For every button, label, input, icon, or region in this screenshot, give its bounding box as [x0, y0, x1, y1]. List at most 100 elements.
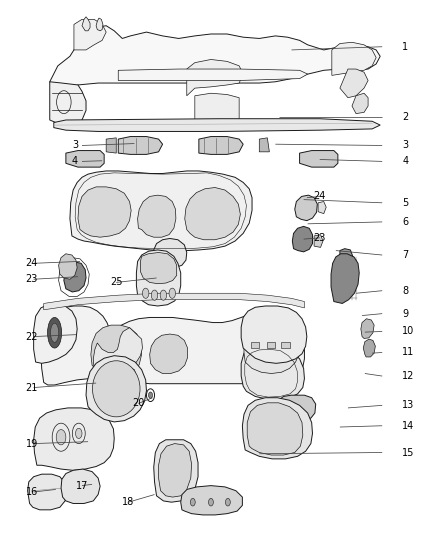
Text: 4: 4 [72, 156, 78, 166]
Polygon shape [82, 17, 90, 31]
Text: 6: 6 [403, 217, 409, 227]
Polygon shape [50, 82, 86, 125]
Polygon shape [241, 345, 304, 399]
Circle shape [75, 429, 82, 439]
Polygon shape [34, 305, 77, 364]
Circle shape [148, 392, 152, 398]
Text: 16: 16 [25, 487, 38, 497]
Text: 24: 24 [25, 259, 38, 268]
Polygon shape [118, 69, 307, 80]
Text: 20: 20 [132, 399, 145, 408]
Text: 12: 12 [403, 371, 415, 381]
Polygon shape [86, 356, 146, 422]
Circle shape [151, 290, 158, 300]
Text: 25: 25 [110, 277, 123, 287]
Polygon shape [247, 403, 303, 455]
Polygon shape [352, 93, 368, 114]
Ellipse shape [48, 318, 62, 348]
Text: 11: 11 [403, 348, 415, 358]
Text: 17: 17 [76, 481, 88, 491]
Polygon shape [340, 249, 353, 265]
Polygon shape [50, 26, 380, 90]
Text: 21: 21 [25, 383, 38, 392]
Polygon shape [244, 316, 300, 374]
Polygon shape [59, 254, 77, 279]
Ellipse shape [50, 323, 59, 342]
Text: 7: 7 [403, 250, 409, 260]
Circle shape [160, 290, 166, 300]
Polygon shape [150, 334, 187, 374]
Polygon shape [300, 150, 338, 167]
Polygon shape [66, 150, 104, 167]
Polygon shape [34, 408, 114, 470]
Polygon shape [61, 469, 100, 504]
Polygon shape [28, 474, 67, 510]
Polygon shape [154, 440, 198, 502]
Text: 5: 5 [403, 198, 409, 208]
Polygon shape [118, 136, 162, 155]
Polygon shape [187, 60, 243, 96]
Polygon shape [141, 253, 177, 284]
Polygon shape [282, 342, 290, 348]
Polygon shape [136, 250, 181, 306]
Polygon shape [331, 254, 359, 303]
Text: 15: 15 [403, 448, 415, 457]
Polygon shape [277, 395, 316, 421]
Text: 10: 10 [403, 327, 415, 336]
Polygon shape [159, 443, 191, 497]
Polygon shape [332, 42, 376, 75]
Polygon shape [41, 306, 304, 385]
Polygon shape [259, 138, 269, 152]
Polygon shape [195, 93, 239, 123]
Polygon shape [78, 187, 131, 237]
Text: 13: 13 [403, 400, 415, 410]
Polygon shape [241, 306, 307, 364]
Text: 24: 24 [314, 191, 326, 201]
Text: 22: 22 [25, 332, 38, 342]
Polygon shape [363, 339, 375, 357]
Polygon shape [93, 328, 142, 380]
Polygon shape [292, 227, 312, 252]
Polygon shape [113, 367, 136, 389]
Polygon shape [91, 325, 141, 378]
Polygon shape [314, 235, 323, 247]
Text: 3: 3 [403, 141, 409, 150]
Polygon shape [295, 195, 317, 221]
Text: 9: 9 [403, 309, 409, 319]
Text: 18: 18 [122, 497, 134, 507]
Text: 23: 23 [314, 233, 326, 243]
Text: 2: 2 [403, 112, 409, 122]
Polygon shape [138, 195, 176, 237]
Circle shape [142, 288, 149, 298]
Polygon shape [70, 171, 252, 251]
Text: 3: 3 [72, 141, 78, 150]
Text: 1: 1 [403, 42, 409, 52]
Polygon shape [267, 342, 275, 348]
Polygon shape [44, 293, 304, 310]
Text: 8: 8 [403, 286, 409, 296]
Polygon shape [96, 18, 103, 31]
Circle shape [208, 498, 213, 506]
Polygon shape [340, 69, 368, 98]
Polygon shape [154, 238, 187, 268]
Polygon shape [242, 398, 312, 459]
Circle shape [226, 498, 230, 506]
Circle shape [191, 498, 195, 506]
Polygon shape [54, 119, 380, 132]
Text: 14: 14 [403, 421, 415, 431]
Text: 19: 19 [25, 439, 38, 449]
Circle shape [56, 430, 66, 445]
Polygon shape [318, 201, 326, 214]
Polygon shape [181, 486, 242, 515]
Ellipse shape [92, 361, 140, 417]
Polygon shape [199, 136, 243, 155]
Text: 23: 23 [25, 274, 38, 284]
Text: 4: 4 [403, 156, 409, 166]
Polygon shape [106, 138, 116, 153]
Polygon shape [64, 262, 86, 292]
Polygon shape [251, 342, 259, 348]
Polygon shape [74, 19, 106, 50]
Circle shape [169, 288, 176, 298]
Polygon shape [361, 319, 374, 338]
Polygon shape [185, 188, 240, 240]
